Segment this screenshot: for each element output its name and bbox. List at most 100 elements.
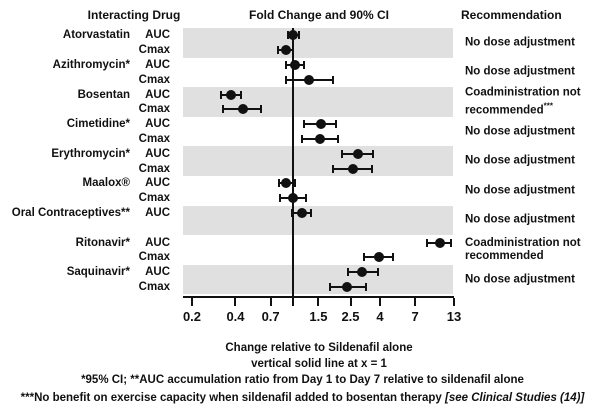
recommendation-label: Coadministration not recommended (465, 237, 581, 262)
drug-label: Erythromycin* (51, 147, 130, 160)
metric-label: Cmax (138, 192, 170, 205)
reference-line-x1 (292, 28, 294, 296)
recommendation-label: Coadministration not recommended (465, 86, 581, 117)
axis-tick (269, 298, 272, 306)
point-estimate-dot (296, 208, 307, 218)
axis-tick-label: 0.7 (261, 309, 280, 324)
point-estimate-dot (315, 134, 326, 144)
recommendation-text: No dose adjustment (465, 273, 605, 286)
metric-label: AUC (145, 177, 170, 190)
x-axis-line (183, 296, 454, 298)
ci-cap-low (222, 105, 225, 114)
axis-tick (452, 298, 455, 306)
column-header-recommendation: Recommendation (461, 8, 562, 22)
point-estimate-dot (225, 89, 236, 100)
ci-cap-low (332, 164, 335, 173)
axis-tick (349, 298, 352, 306)
recommendation-label: No dose adjustment (465, 154, 575, 167)
point-estimate-dot (374, 252, 385, 263)
metric-label: AUC (145, 88, 170, 101)
column-header-interacting-drug: Interacting Drug (87, 8, 181, 22)
group-band (183, 205, 453, 236)
metric-label: AUC (145, 266, 170, 279)
ci-cap-high (309, 209, 312, 217)
recommendation-text: No dose adjustment (465, 125, 605, 138)
ci-cap-low (277, 46, 280, 55)
metric-label: Cmax (138, 281, 170, 293)
metric-label: Cmax (138, 162, 170, 175)
point-estimate-dot (352, 148, 363, 159)
point-estimate-dot (315, 119, 326, 130)
ci-cap-high (303, 61, 306, 69)
ci-cap-low (285, 61, 288, 69)
ci-cap-low (363, 253, 365, 262)
axis-tick (234, 298, 237, 306)
footnote-2-text: ***No benefit on exercise capacity when … (20, 392, 445, 404)
ci-cap-low (277, 179, 280, 188)
recommendation-label: No dose adjustment (465, 184, 575, 197)
recommendation-text: No dose adjustment (465, 155, 605, 168)
metric-label: AUC (145, 147, 170, 160)
drug-label: Ritonavir* (75, 236, 130, 249)
ci-cap-low (285, 75, 288, 84)
recommendation-label: No dose adjustment (465, 213, 575, 226)
ci-cap-high (335, 120, 338, 129)
ci-cap-high (370, 164, 373, 173)
axis-tick (378, 298, 381, 306)
ci-cap-high (305, 194, 308, 203)
metric-label: Cmax (138, 73, 170, 86)
ci-cap-low (278, 194, 281, 203)
ci-cap-high (297, 31, 300, 40)
recommendation-label: No dose adjustment (465, 65, 575, 78)
footnote-2-reference: [see Clinical Studies (14)] (445, 392, 585, 404)
ci-cap-high (337, 135, 340, 143)
ci-cap-high (449, 238, 452, 247)
ci-cap-low (220, 90, 223, 99)
group-band (183, 264, 453, 295)
recommendation-text: Coadministration not recommended (465, 237, 605, 263)
ci-cap-low (341, 149, 344, 158)
metric-label: AUC (145, 207, 170, 219)
axis-tick-label: 13 (446, 309, 462, 324)
metric-label: Cmax (138, 103, 170, 116)
ci-cap-low (300, 135, 303, 143)
ci-cap-high (293, 179, 296, 188)
ci-cap-high (377, 268, 380, 277)
recommendation-label: No dose adjustment (465, 36, 575, 49)
axis-tick-label: 1.5 (309, 309, 328, 324)
axis-tick-label: 4 (376, 309, 384, 324)
drug-label: Saquinavir* (66, 266, 130, 279)
point-estimate-dot (288, 193, 298, 204)
ci-cap-high (391, 253, 394, 262)
axis-tick-label: 7 (411, 309, 419, 324)
recommendation-text: Coadministration not recommended*** (465, 87, 605, 118)
axis-tick-label: 0.4 (226, 309, 245, 324)
metric-label: Cmax (138, 133, 170, 145)
metric-label: AUC (145, 118, 170, 131)
ci-cap-high (372, 149, 375, 158)
recommendation-text: No dose adjustment (465, 66, 605, 79)
ci-cap-high (259, 105, 262, 114)
ci-cap-low (303, 120, 306, 129)
drug-label: Maalox® (82, 177, 130, 190)
point-estimate-dot (288, 30, 298, 41)
ci-cap-high (292, 46, 294, 55)
axis-tick-label: 0.2 (182, 309, 202, 324)
point-estimate-dot (356, 267, 367, 278)
axis-tick (414, 298, 417, 306)
point-estimate-dot (280, 45, 291, 56)
drug-label: Atorvastatin (62, 29, 130, 42)
point-estimate-dot (434, 237, 445, 248)
point-estimate-dot (289, 60, 300, 70)
axis-tick (292, 298, 294, 306)
drug-label: Bosentan (77, 88, 130, 101)
drug-label: Azithromycin* (52, 59, 130, 71)
ci-cap-low (291, 209, 294, 217)
axis-tick-label: 2.5 (341, 309, 360, 324)
column-header-fold-change: Fold Change and 90% CI (248, 8, 389, 22)
group-band (183, 146, 453, 176)
ci-cap-high (240, 90, 243, 99)
recommendation-text: No dose adjustment (465, 214, 605, 227)
x-axis-label: Change relative to Sildenafil alone (225, 342, 413, 354)
